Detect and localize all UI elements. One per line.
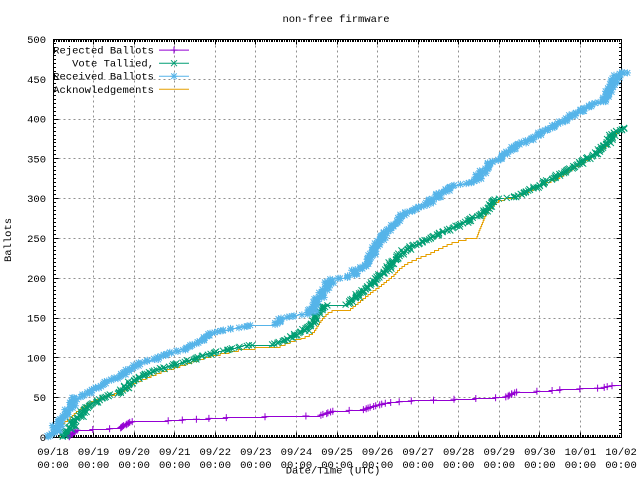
- svg-text:00:00: 00:00: [200, 460, 232, 472]
- svg-text:300: 300: [27, 194, 46, 206]
- svg-text:09/27: 09/27: [402, 447, 434, 459]
- svg-text:10/01: 10/01: [565, 447, 597, 459]
- svg-text:Acknowledgements: Acknowledgements: [53, 85, 154, 97]
- svg-text:09/19: 09/19: [78, 447, 110, 459]
- svg-text:00:00: 00:00: [321, 460, 353, 472]
- svg-text:Rejected Ballots: Rejected Ballots: [53, 46, 154, 58]
- svg-text:00:00: 00:00: [159, 460, 191, 472]
- svg-text:09/28: 09/28: [443, 447, 475, 459]
- svg-text:09/25: 09/25: [321, 447, 353, 459]
- svg-text:50: 50: [33, 393, 46, 405]
- svg-text:non-free firmware: non-free firmware: [282, 14, 389, 26]
- svg-text:00:00: 00:00: [605, 460, 637, 472]
- svg-text:00:00: 00:00: [240, 460, 272, 472]
- svg-text:00:00: 00:00: [484, 460, 516, 472]
- svg-text:00:00: 00:00: [402, 460, 434, 472]
- svg-text:09/20: 09/20: [118, 447, 150, 459]
- svg-text:500: 500: [27, 35, 46, 47]
- svg-text:00:00: 00:00: [281, 460, 313, 472]
- svg-text:Ballots: Ballots: [3, 218, 15, 262]
- svg-text:09/29: 09/29: [484, 447, 516, 459]
- svg-text:00:00: 00:00: [78, 460, 110, 472]
- svg-text:00:00: 00:00: [565, 460, 597, 472]
- svg-text:250: 250: [27, 234, 46, 246]
- svg-text:100: 100: [27, 353, 46, 365]
- svg-text:09/18: 09/18: [37, 447, 69, 459]
- svg-text:Date/Time (UTC): Date/Time (UTC): [286, 466, 381, 478]
- svg-text:09/30: 09/30: [524, 447, 556, 459]
- svg-text:09/21: 09/21: [159, 447, 191, 459]
- svg-text:09/26: 09/26: [362, 447, 394, 459]
- svg-text:150: 150: [27, 314, 46, 326]
- svg-text:09/22: 09/22: [200, 447, 232, 459]
- svg-text:09/24: 09/24: [281, 447, 313, 459]
- svg-text:00:00: 00:00: [443, 460, 475, 472]
- svg-text:09/23: 09/23: [240, 447, 272, 459]
- svg-text:0: 0: [40, 433, 46, 445]
- svg-text:400: 400: [27, 115, 46, 127]
- svg-text:00:00: 00:00: [118, 460, 150, 472]
- svg-text:Received Ballots: Received Ballots: [53, 72, 154, 84]
- svg-text:450: 450: [27, 75, 46, 87]
- svg-text:00:00: 00:00: [362, 460, 394, 472]
- svg-text:Vote Tallied,: Vote Tallied,: [72, 59, 154, 71]
- svg-text:200: 200: [27, 274, 46, 286]
- svg-text:00:00: 00:00: [37, 460, 69, 472]
- svg-text:350: 350: [27, 154, 46, 166]
- svg-text:10/02: 10/02: [605, 447, 637, 459]
- svg-text:00:00: 00:00: [524, 460, 556, 472]
